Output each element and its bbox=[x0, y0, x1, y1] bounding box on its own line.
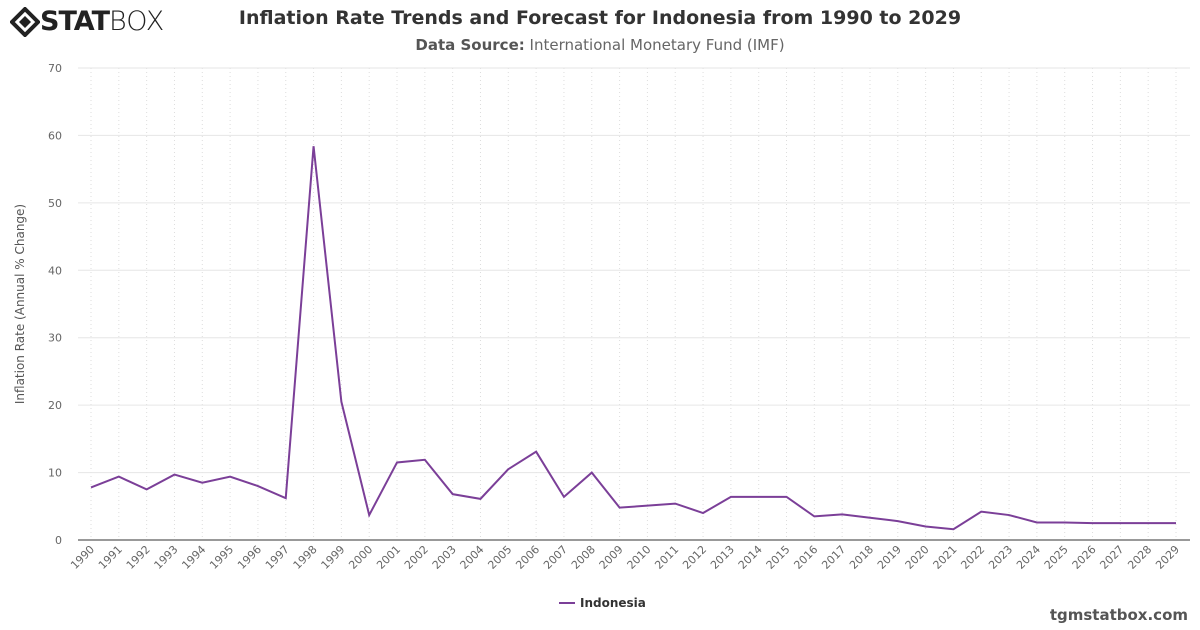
x-tick-label: 1992 bbox=[124, 543, 153, 572]
x-tick-label: 1990 bbox=[68, 543, 97, 572]
x-tick-label: 1998 bbox=[291, 543, 320, 572]
series-line-indonesia bbox=[90, 146, 1176, 531]
diamond-logo-icon bbox=[10, 6, 40, 37]
x-tick-label: 2001 bbox=[374, 543, 403, 572]
x-tick-label: 2026 bbox=[1070, 543, 1099, 572]
x-tick-label: 2028 bbox=[1125, 543, 1154, 572]
x-tick-label: 2014 bbox=[736, 543, 765, 572]
x-tick-label: 1997 bbox=[263, 543, 292, 572]
x-tick-label: 1995 bbox=[207, 543, 236, 572]
x-tick-label: 2010 bbox=[625, 543, 654, 572]
x-tick-label: 2007 bbox=[541, 543, 570, 572]
x-tick-label: 2013 bbox=[708, 543, 737, 572]
x-tick-label: 2021 bbox=[931, 543, 960, 572]
legend-label: Indonesia bbox=[580, 596, 646, 610]
x-tick-label: 2017 bbox=[819, 543, 848, 572]
y-tick-label: 20 bbox=[48, 399, 62, 412]
x-tick-label: 2004 bbox=[458, 543, 487, 572]
x-tick-label: 1991 bbox=[96, 543, 125, 572]
y-axis-label: Inflation Rate (Annual % Change) bbox=[13, 204, 27, 404]
x-tick-label: 2008 bbox=[569, 543, 598, 572]
x-tick-label: 2025 bbox=[1042, 543, 1071, 572]
x-tick-label: 2019 bbox=[875, 543, 904, 572]
source-value: International Monetary Fund (IMF) bbox=[529, 36, 785, 54]
x-tick-label: 2024 bbox=[1014, 543, 1043, 572]
x-tick-label: 2016 bbox=[791, 543, 820, 572]
logo-text-light: BOX bbox=[108, 6, 165, 37]
x-tick-label: 2015 bbox=[764, 543, 793, 572]
x-tick-label: 2027 bbox=[1097, 543, 1126, 572]
x-tick-label: 2000 bbox=[346, 543, 375, 572]
y-tick-label: 70 bbox=[48, 62, 62, 75]
statbox-logo: STAT BOX bbox=[10, 6, 164, 37]
x-tick-label: 2003 bbox=[430, 543, 459, 572]
site-footer[interactable]: tgmstatbox.com bbox=[1049, 606, 1188, 624]
x-tick-label: 2012 bbox=[680, 543, 709, 572]
x-tick-label: 1999 bbox=[319, 543, 348, 572]
logo-text-bold: STAT bbox=[40, 6, 110, 37]
x-tick-label: 2029 bbox=[1153, 543, 1182, 572]
x-tick-label: 1993 bbox=[152, 543, 181, 572]
y-tick-label: 50 bbox=[48, 197, 62, 210]
x-tick-label: 2023 bbox=[986, 543, 1015, 572]
y-tick-label: 10 bbox=[48, 467, 62, 480]
chart-title: Inflation Rate Trends and Forecast for I… bbox=[238, 7, 962, 29]
x-tick-label: 2011 bbox=[652, 543, 681, 572]
x-tick-label: 2009 bbox=[597, 543, 626, 572]
y-tick-label: 40 bbox=[48, 264, 62, 277]
y-tick-label: 0 bbox=[55, 534, 62, 547]
x-tick-label: 2005 bbox=[485, 543, 514, 572]
x-tick-label: 1996 bbox=[235, 543, 264, 572]
x-tick-label: 2022 bbox=[958, 543, 987, 572]
x-tick-label: 2020 bbox=[903, 543, 932, 572]
x-tick-label: 2002 bbox=[402, 543, 431, 572]
source-label: Data Source: bbox=[415, 36, 525, 54]
x-tick-label: 1994 bbox=[179, 543, 208, 572]
y-tick-label: 30 bbox=[48, 332, 62, 345]
chart-subtitle: Data Source: International Monetary Fund… bbox=[0, 36, 1200, 54]
x-tick-label: 2018 bbox=[847, 543, 876, 572]
x-tick-label: 2006 bbox=[513, 543, 542, 572]
y-tick-label: 60 bbox=[48, 129, 62, 142]
